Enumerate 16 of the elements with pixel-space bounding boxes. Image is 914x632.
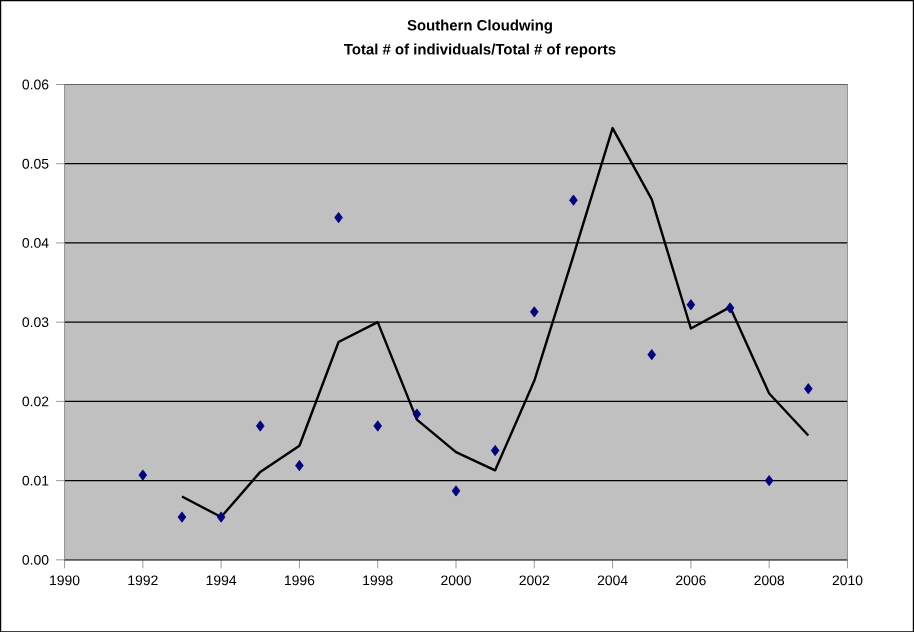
point — [451, 485, 461, 497]
point — [530, 306, 539, 318]
point — [686, 299, 696, 311]
point — [725, 302, 735, 314]
point — [177, 511, 187, 523]
point — [373, 420, 382, 432]
point — [138, 469, 148, 481]
point — [255, 420, 265, 432]
point — [764, 474, 774, 487]
point — [216, 511, 226, 523]
point — [334, 211, 343, 223]
point — [490, 444, 500, 456]
point — [647, 348, 657, 361]
point — [295, 459, 304, 471]
point — [569, 194, 578, 206]
point — [412, 408, 422, 420]
